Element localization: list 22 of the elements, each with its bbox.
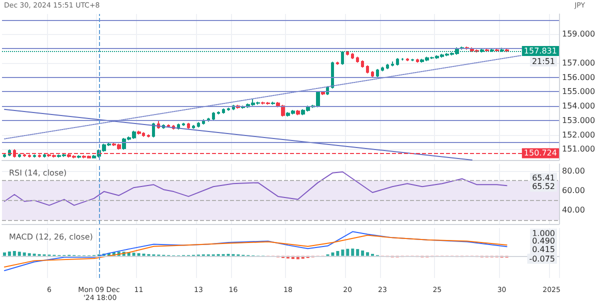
y-tick-label: 157.000 bbox=[562, 58, 596, 68]
y-tick-label: 60.00 bbox=[562, 186, 585, 196]
y-tick-label: 152.000 bbox=[562, 130, 596, 140]
y-tick-label: 156.000 bbox=[562, 72, 596, 82]
annotation: 65.52 bbox=[532, 182, 555, 192]
y-tick-label: 159.000 bbox=[562, 30, 596, 39]
y-tick-label: 155.000 bbox=[562, 87, 596, 96]
annotation: 1.000 bbox=[532, 229, 555, 238]
annotation: 0.415 bbox=[532, 245, 555, 254]
y-tick-label: 40.00 bbox=[562, 206, 585, 215]
y-tick-label: 80.00 bbox=[562, 166, 585, 176]
ref-line-label: 150.724 bbox=[524, 148, 557, 158]
annotation: -0.075 bbox=[529, 254, 555, 264]
y-tick-label: 153.000 bbox=[562, 116, 596, 125]
text: RSI (14, close) bbox=[9, 168, 67, 178]
annotation: 0.490 bbox=[532, 236, 555, 246]
annotation: 65.41 bbox=[532, 173, 555, 182]
ref-line-label: 157.831 bbox=[524, 46, 557, 56]
y-tick-label: 151.000 bbox=[562, 144, 596, 154]
annotation: 21:51 bbox=[532, 56, 555, 66]
y-tick-label: 154.000 bbox=[562, 102, 596, 111]
chart-title: MACD (12, 26, close) bbox=[9, 232, 93, 242]
